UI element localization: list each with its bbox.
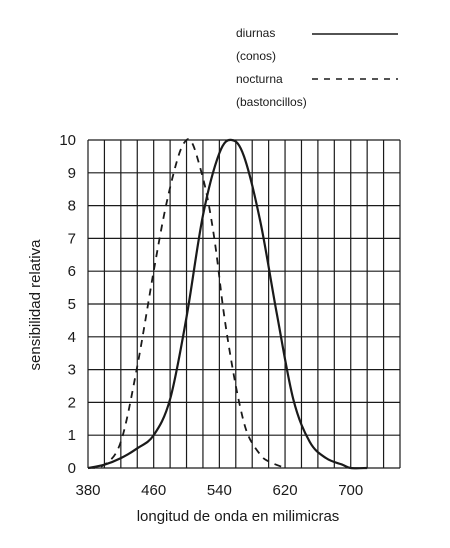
x-tick-label: 380 bbox=[75, 482, 100, 499]
x-tick-label: 700 bbox=[338, 482, 363, 499]
y-tick-label: 4 bbox=[68, 329, 76, 346]
y-tick-label: 6 bbox=[68, 263, 76, 280]
legend-nocturna-sublabel: (bastoncillos) bbox=[236, 95, 307, 109]
y-axis-title: sensibilidad relativa bbox=[27, 239, 44, 371]
legend-nocturna-label: nocturna bbox=[236, 72, 283, 86]
series-line-diurnas bbox=[87, 138, 368, 470]
tick-labels: 0 1 2 3 4 5 6 7 8 9 10 380 460 540 620 700 bbox=[59, 132, 363, 499]
y-tick-label: 1 bbox=[68, 427, 76, 444]
y-tick-label: 10 bbox=[59, 132, 76, 149]
series-group bbox=[87, 138, 368, 470]
y-tick-label: 8 bbox=[68, 198, 76, 215]
x-tick-label: 620 bbox=[273, 482, 298, 499]
y-tick-label: 0 bbox=[68, 460, 76, 477]
y-tick-label: 3 bbox=[68, 362, 76, 379]
y-tick-label: 7 bbox=[68, 230, 76, 247]
legend: diurnas (conos) nocturna (bastoncillos) bbox=[236, 26, 398, 109]
y-tick-label: 2 bbox=[68, 394, 76, 411]
grid bbox=[87, 139, 401, 469]
y-tick-label: 5 bbox=[68, 296, 76, 313]
legend-diurnas-sublabel: (conos) bbox=[236, 49, 276, 63]
x-axis-title: longitud de onda en milimicras bbox=[137, 508, 340, 525]
x-tick-label: 540 bbox=[207, 482, 232, 499]
y-tick-label: 9 bbox=[68, 165, 76, 182]
legend-diurnas-label: diurnas bbox=[236, 26, 275, 40]
series-line-nocturna bbox=[87, 138, 286, 469]
x-tick-label: 460 bbox=[141, 482, 166, 499]
